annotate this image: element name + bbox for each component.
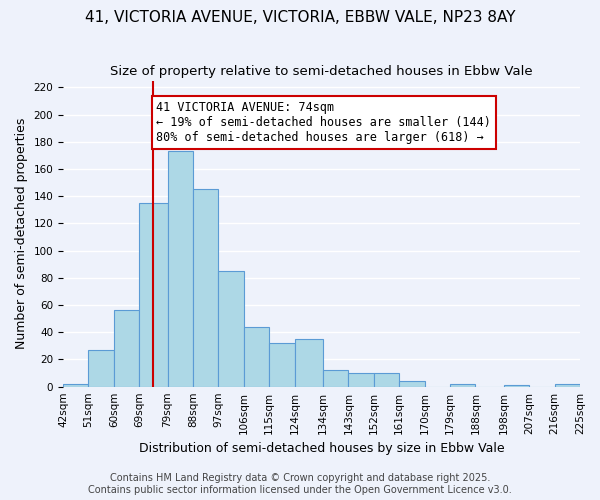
Bar [167,152,193,386]
Bar [374,373,399,386]
Title: Size of property relative to semi-detached houses in Ebbw Vale: Size of property relative to semi-detach… [110,65,533,78]
Bar [323,370,349,386]
Bar [269,343,295,386]
Bar [114,310,139,386]
Bar [554,384,580,386]
Bar [139,203,167,386]
Bar [399,381,425,386]
Bar [295,339,323,386]
Y-axis label: Number of semi-detached properties: Number of semi-detached properties [15,118,28,350]
Text: 41, VICTORIA AVENUE, VICTORIA, EBBW VALE, NP23 8AY: 41, VICTORIA AVENUE, VICTORIA, EBBW VALE… [85,10,515,25]
Bar [450,384,475,386]
Bar [193,190,218,386]
Bar [244,327,269,386]
Text: Contains HM Land Registry data © Crown copyright and database right 2025.
Contai: Contains HM Land Registry data © Crown c… [88,474,512,495]
Bar [88,350,114,387]
X-axis label: Distribution of semi-detached houses by size in Ebbw Vale: Distribution of semi-detached houses by … [139,442,505,455]
Bar [63,384,88,386]
Text: 41 VICTORIA AVENUE: 74sqm
← 19% of semi-detached houses are smaller (144)
80% of: 41 VICTORIA AVENUE: 74sqm ← 19% of semi-… [156,101,491,144]
Bar [218,271,244,386]
Bar [349,373,374,386]
